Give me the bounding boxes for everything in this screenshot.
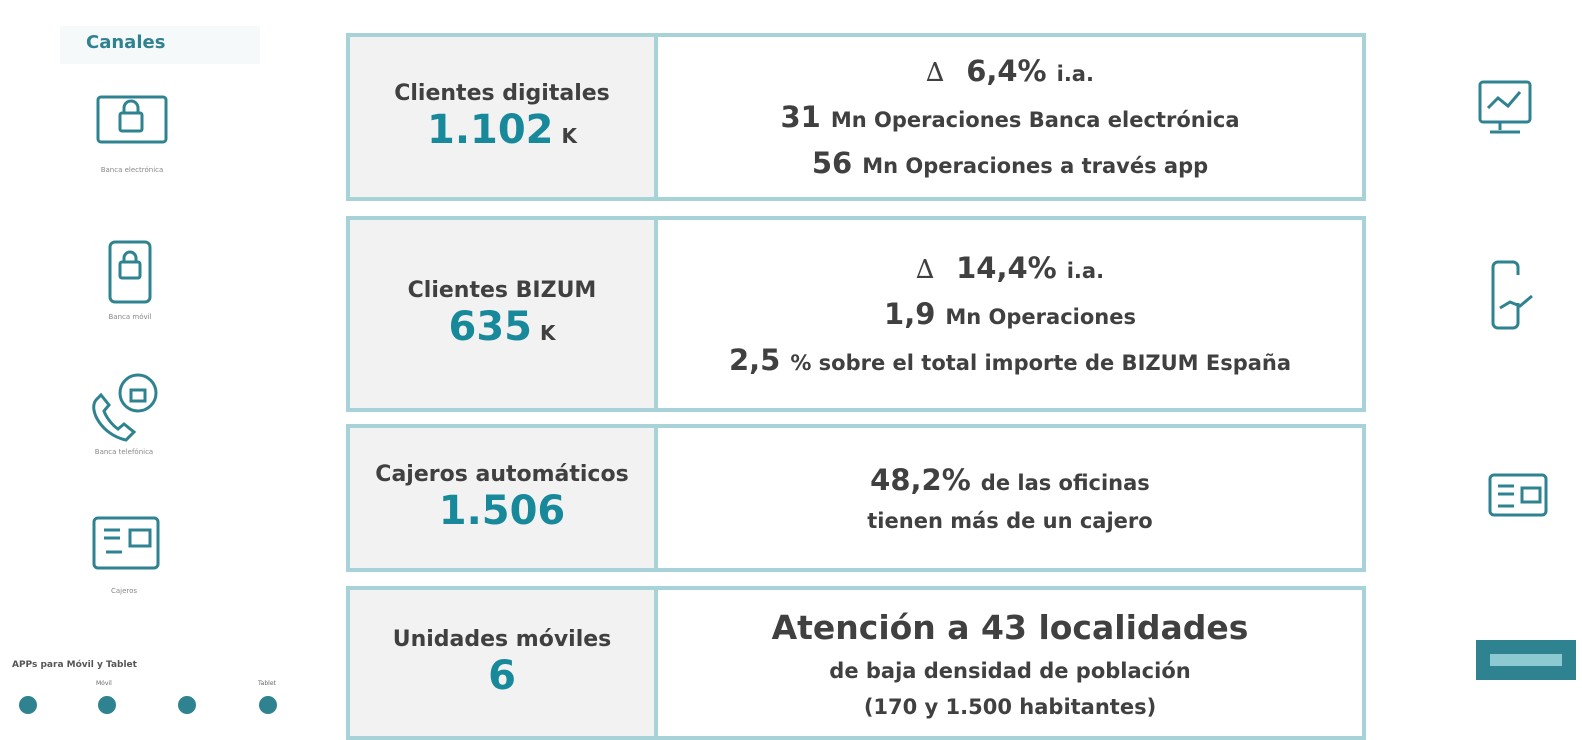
apps-group: Tablet xyxy=(258,680,276,687)
row-label: Unidades móviles xyxy=(393,627,612,652)
apps-group: Móvil xyxy=(96,680,112,687)
detail-line: 31 Mn Operaciones Banca electrónica xyxy=(780,100,1239,134)
channel-label: Cajeros xyxy=(64,587,184,595)
detail-text: de las oficinas xyxy=(981,471,1150,495)
detail-text: Mn Operaciones a través app xyxy=(862,154,1208,178)
page: Canales Banca electrónica Banca móvil Ba… xyxy=(0,0,1582,738)
detail-line: 1,9 Mn Operaciones xyxy=(884,297,1136,331)
sidebar-icons xyxy=(0,0,300,738)
detail-text: Mn Operaciones xyxy=(945,305,1136,329)
value-number: 1.102 xyxy=(427,107,554,153)
right-icons xyxy=(1470,70,1582,710)
detail-figure: 2,5 xyxy=(729,343,780,377)
channel-label: Banca móvil xyxy=(70,313,190,321)
value-number: 635 xyxy=(449,304,533,350)
channel-label: Banca electrónica xyxy=(72,166,192,174)
row-value: 1.102 K xyxy=(427,106,577,154)
detail-text: 6,4% xyxy=(966,54,1046,88)
detail-line: (170 y 1.500 habitantes) xyxy=(864,695,1156,719)
detail-line: ∆ 14,4% i.a. xyxy=(916,251,1104,285)
detail-line: ∆ 6,4% i.a. xyxy=(926,54,1094,88)
detail-line: de baja densidad de población xyxy=(829,659,1190,683)
detail-line: Atención a 43 localidades xyxy=(772,608,1249,647)
row-label: Clientes digitales xyxy=(394,81,610,106)
detail-line: tienen más de un cajero xyxy=(867,509,1152,533)
detail-text: tienen más de un cajero xyxy=(867,509,1152,533)
detail-text: de baja densidad de población xyxy=(829,659,1190,683)
row-value: 6 xyxy=(488,652,516,700)
value-number: 1.506 xyxy=(439,488,566,534)
detail-text: % sobre el total importe de BIZUM España xyxy=(790,351,1291,375)
row-value: 1.506 xyxy=(439,487,566,535)
detail-text: Mn Operaciones Banca electrónica xyxy=(831,108,1240,132)
detail-figure: 31 xyxy=(780,100,820,134)
detail-text: i.a. xyxy=(1067,259,1104,283)
detail-line: 2,5 % sobre el total importe de BIZUM Esp… xyxy=(729,343,1291,377)
detail-line: 48,2% de las oficinas xyxy=(870,463,1150,497)
value-unit: K xyxy=(540,321,556,345)
row-label: Cajeros automáticos xyxy=(375,462,628,487)
row-detail-cell: ∆ 6,4% i.a. 31 Mn Operaciones Banca electrón… xyxy=(654,33,1366,201)
row-detail-cell: ∆ 14,4% i.a. 1,9 Mn Operaciones 2,5 % sobre el… xyxy=(654,216,1366,412)
detail-figure: 48,2% xyxy=(870,463,971,497)
row-detail-cell: Atención a 43 localidades de baja densida… xyxy=(654,586,1366,740)
value-unit: K xyxy=(562,124,578,148)
detail-line: 56 Mn Operaciones a través app xyxy=(812,146,1208,180)
detail-text: i.a. xyxy=(1057,62,1094,86)
channel-label: Banca telefónica xyxy=(64,448,184,456)
detail-figure: 56 xyxy=(812,146,852,180)
detail-figure: 1,9 xyxy=(884,297,935,331)
detail-figure: ∆ xyxy=(916,255,934,285)
detail-text: (170 y 1.500 habitantes) xyxy=(864,695,1156,719)
detail-text: 14,4% xyxy=(956,251,1057,285)
row-detail-cell: 48,2% de las oficinas tienen más de un caj… xyxy=(654,424,1366,572)
detail-figure: ∆ xyxy=(926,58,944,88)
row-label: Clientes BIZUM xyxy=(408,278,597,303)
detail-text: Atención a 43 localidades xyxy=(772,608,1249,647)
value-number: 6 xyxy=(488,653,516,699)
apps-title: APPs para Móvil y Tablet xyxy=(12,660,137,670)
row-value: 635 K xyxy=(449,303,556,351)
